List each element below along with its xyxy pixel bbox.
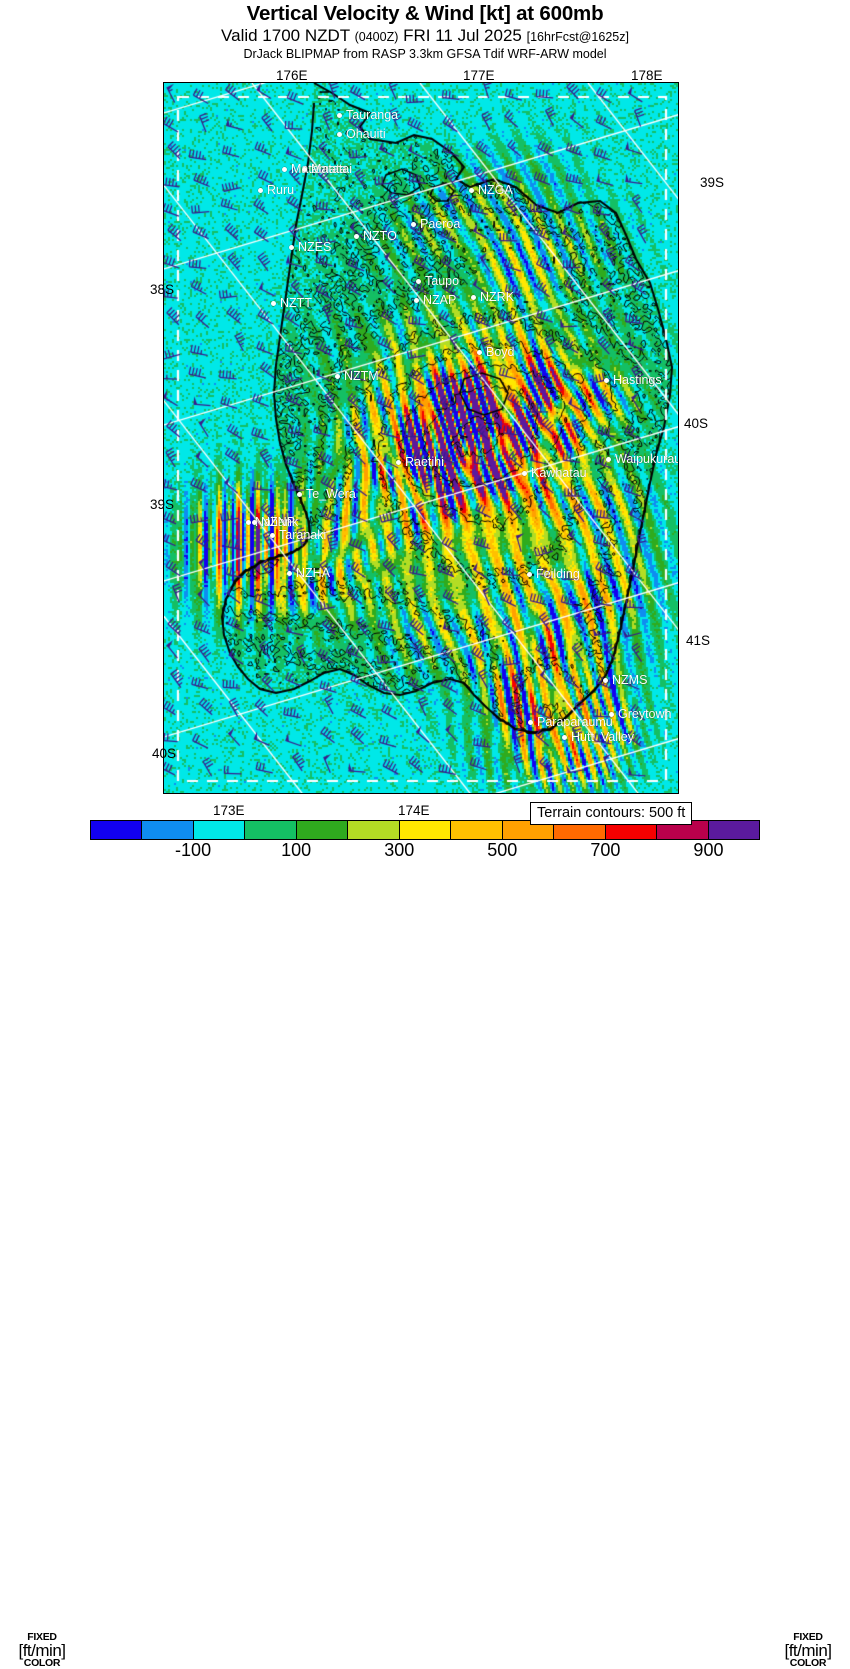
units-value-right: [ft/min] xyxy=(784,1640,832,1660)
colorbar-swatch xyxy=(502,821,555,839)
colorbar-tick: -100 xyxy=(175,840,212,860)
longitude-label: 176E xyxy=(276,68,308,83)
valid-date: FRI 11 Jul 2025 xyxy=(403,26,522,45)
colorbar-tick: 300 xyxy=(384,840,415,860)
colorbar-tick-labels: -100 100 300 500 700 900 xyxy=(90,840,760,862)
latitude-label: 41S xyxy=(686,633,711,648)
colorbar-swatch xyxy=(296,821,349,839)
colorbar-swatch xyxy=(605,821,658,839)
longitude-label: 174E xyxy=(398,803,430,818)
latitude-label: 40S xyxy=(684,416,709,431)
colorbar-tick: 500 xyxy=(487,840,518,860)
model-source-line: DrJack BLIPMAP from RASP 3.3km GFSA Tdif… xyxy=(243,47,607,61)
longitude-label: 178E xyxy=(631,68,663,83)
colorbar-swatch xyxy=(245,821,297,839)
units-color-right: COLOR xyxy=(789,1656,827,1669)
page-title: Vertical Velocity & Wind [kt] at 600mb xyxy=(246,2,604,25)
colorbar-swatch xyxy=(708,821,760,839)
weather-map[interactable]: Tauranga Ohauiti Matamata Matatai Ruru NZGA Pa… xyxy=(163,82,679,794)
colorbar-swatch xyxy=(348,821,400,839)
colorbar-tick: 700 xyxy=(590,840,621,860)
units-color-left: COLOR xyxy=(23,1656,61,1669)
longitude-label: 173E xyxy=(213,803,245,818)
colorbar-swatch xyxy=(399,821,452,839)
colorbar-swatch xyxy=(142,821,194,839)
colorbar-swatch xyxy=(193,821,246,839)
units-label-right: FIXED [ft/min] COLOR xyxy=(768,1632,848,1668)
units-label-left: FIXED [ft/min] COLOR xyxy=(2,1632,82,1668)
valid-time: Valid 1700 NZDT xyxy=(221,26,350,45)
colorbar-tick: 900 xyxy=(693,840,724,860)
latitude-label: 39S xyxy=(150,497,175,512)
valid-time-utc: (0400Z) xyxy=(354,30,399,44)
forecast-hour-tag: [16hrFcst@1625z] xyxy=(526,30,629,44)
terrain-contour-legend: Terrain contours: 500 ft xyxy=(530,802,693,825)
colorbar-swatch xyxy=(451,821,503,839)
colorbar-tick: 100 xyxy=(281,840,312,860)
valid-time-line: Valid 1700 NZDT (0400Z) FRI 11 Jul 2025 … xyxy=(0,26,850,47)
units-value-left: [ft/min] xyxy=(18,1640,66,1660)
map-raster-canvas xyxy=(164,83,678,793)
latitude-label: 39S xyxy=(700,175,725,190)
latitude-label: 40S xyxy=(152,746,177,761)
colorbar-swatch xyxy=(91,821,143,839)
colorbar-gradient[interactable] xyxy=(90,820,760,840)
colorbar-swatch xyxy=(657,821,709,839)
colorbar-swatch xyxy=(554,821,606,839)
latitude-label: 38S xyxy=(150,282,175,297)
longitude-label: 177E xyxy=(463,68,495,83)
header-block: Vertical Velocity & Wind [kt] at 600mb V… xyxy=(0,0,850,62)
colorbar-row: FIXED [ft/min] COLOR -100 100 300 500 700 900… xyxy=(0,818,850,1668)
